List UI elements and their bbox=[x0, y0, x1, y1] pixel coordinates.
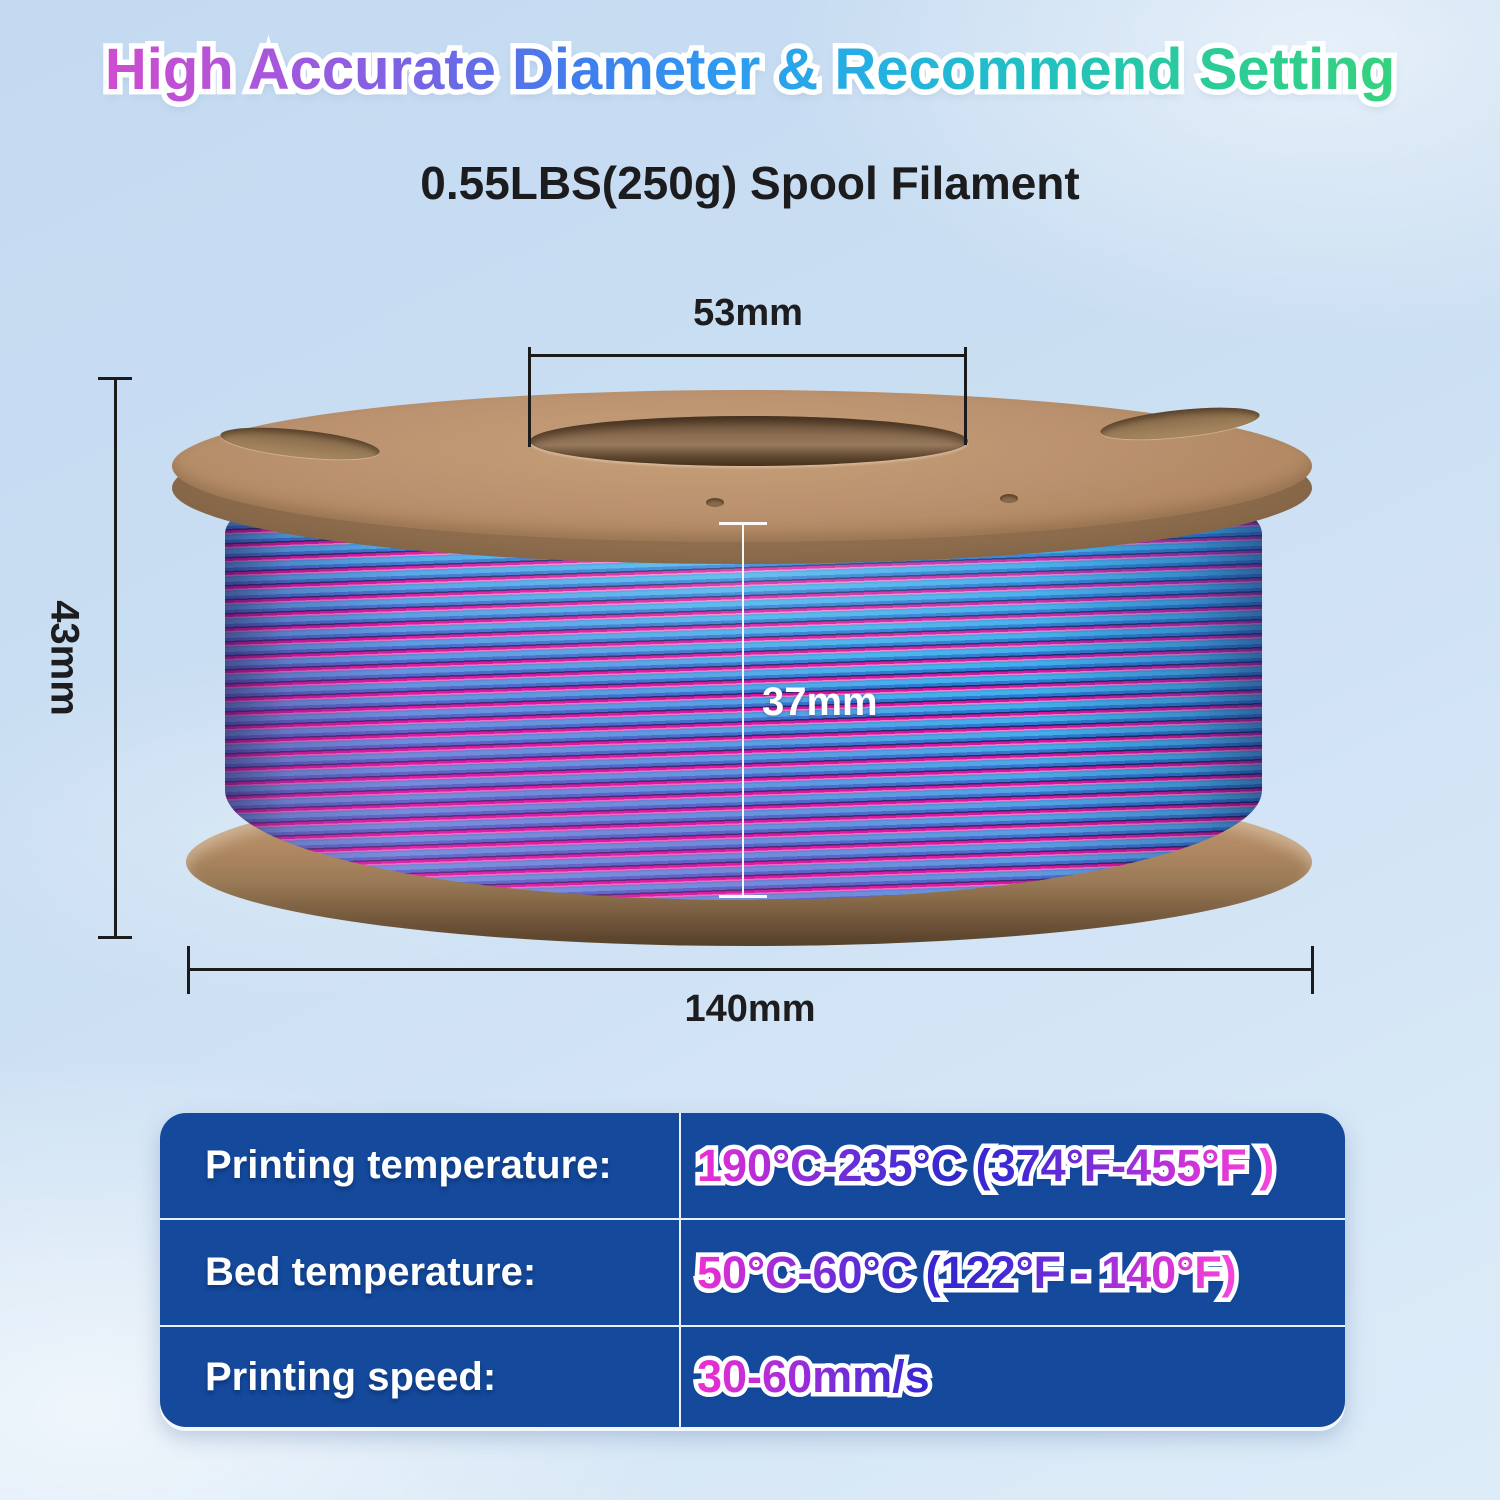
table-row-divider bbox=[160, 1218, 1345, 1220]
printing-speed-label: Printing speed: bbox=[205, 1354, 497, 1399]
dimension-line-43mm bbox=[114, 378, 117, 938]
table-row-printing-temperature: Printing temperature: 190°C-235°C (374°F… bbox=[160, 1113, 1345, 1218]
spool-top-flange bbox=[172, 390, 1312, 542]
printing-temperature-value-outline: 190°C-235°C (374°F-455°F ) bbox=[692, 1135, 1278, 1195]
printing-temperature-value-text: 190°C-235°C (374°F-455°F ) bbox=[697, 1139, 1275, 1191]
dimension-tick-140mm-right bbox=[1311, 946, 1314, 994]
printing-speed-value-outline: 30-60mm/s bbox=[693, 1347, 935, 1407]
dimension-tick-53mm-right bbox=[964, 347, 967, 445]
printing-temperature-label: Printing temperature: bbox=[205, 1143, 612, 1187]
page-title-outline: High Accurate Diameter & Recommend Setti… bbox=[99, 32, 1400, 108]
table-row-bed-temperature: Bed temperature: 50°C-60°C (122°F - 140°… bbox=[160, 1220, 1345, 1325]
bed-temperature-label: Bed temperature: bbox=[205, 1250, 537, 1294]
printing-speed-value: 30-60mm/s 30-60mm/s bbox=[693, 1347, 935, 1407]
printing-temperature-value: 190°C-235°C (374°F-455°F ) 190°C-235°C (… bbox=[692, 1135, 1278, 1195]
dimension-line-37mm bbox=[742, 524, 744, 898]
dimension-cap-37mm-top bbox=[719, 522, 767, 525]
flange-divot-right bbox=[1000, 494, 1018, 503]
dimension-label-spool-diameter: 140mm bbox=[684, 988, 816, 1030]
dimension-tick-53mm-left bbox=[528, 347, 531, 447]
table-column-divider bbox=[679, 1113, 681, 1427]
dimension-label-spool-height: 43mm bbox=[42, 600, 87, 716]
table-row-divider bbox=[160, 1325, 1345, 1327]
dimension-tick-140mm-left bbox=[187, 946, 190, 994]
table-row-printing-speed: Printing speed: 30-60mm/s 30-60mm/s bbox=[160, 1327, 1345, 1427]
dimension-label-hole-diameter: 53mm bbox=[693, 292, 803, 334]
page-title: High Accurate Diameter & Recommend Setti… bbox=[0, 32, 1500, 108]
dimension-cap-37mm-bottom bbox=[719, 895, 767, 898]
bed-temperature-value-text: 50°C-60°C (122°F - 140°F) bbox=[697, 1246, 1237, 1298]
printing-speed-value-text: 30-60mm/s bbox=[697, 1351, 930, 1402]
dimension-cap-43mm-top bbox=[98, 377, 132, 380]
dimension-line-140mm bbox=[188, 968, 1314, 971]
flange-divot-left bbox=[706, 498, 724, 507]
dimension-label-winding-width: 37mm bbox=[762, 680, 878, 724]
bed-temperature-value-outline: 50°C-60°C (122°F - 140°F) bbox=[693, 1242, 1242, 1302]
subtitle-spool-weight: 0.55LBS(250g) Spool Filament bbox=[420, 157, 1080, 209]
dimension-cap-43mm-bottom bbox=[98, 936, 132, 939]
page-title-text: High Accurate Diameter & Recommend Setti… bbox=[104, 37, 1396, 102]
bed-temperature-value: 50°C-60°C (122°F - 140°F) 50°C-60°C (122… bbox=[693, 1242, 1242, 1302]
recommended-settings-table: Printing temperature: 190°C-235°C (374°F… bbox=[160, 1113, 1345, 1427]
spool-hub-hole bbox=[530, 416, 968, 466]
dimension-line-53mm bbox=[529, 354, 967, 357]
